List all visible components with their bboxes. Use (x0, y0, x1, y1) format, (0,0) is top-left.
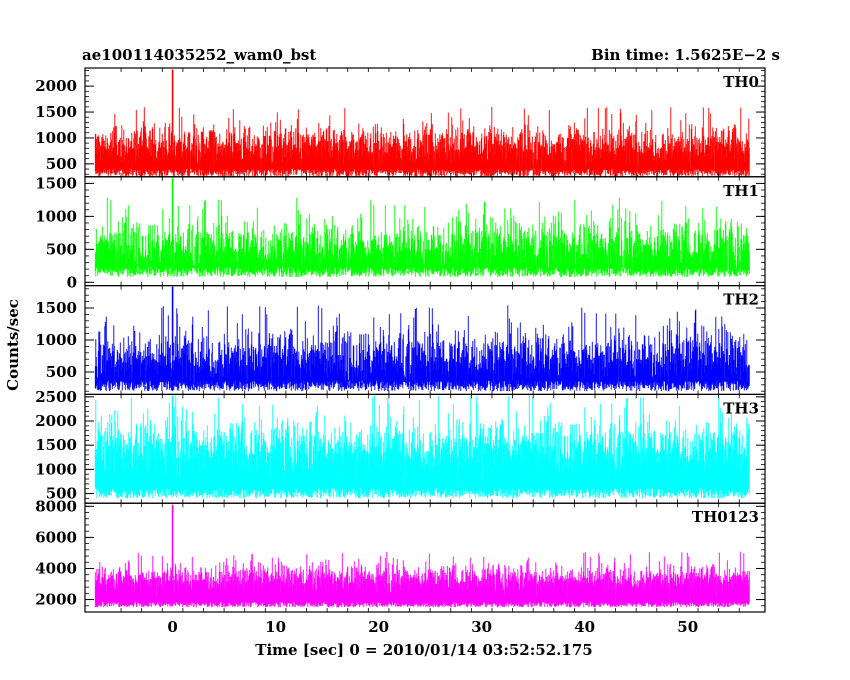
x-tick-label: 20 (368, 618, 389, 636)
x-tick-label: 10 (265, 618, 286, 636)
panel-frame (84, 502, 766, 613)
panel-label-th0: TH0 (723, 73, 759, 91)
series-th2-trace (94, 305, 750, 392)
panel-th0123: 2000 4000 6000 8000 TH0123 (35, 497, 766, 613)
x-tick-label: 30 (471, 618, 492, 636)
y-tick-label: 1500 (35, 436, 77, 454)
x-axis-label: Time [sec] 0 = 2010/01/14 03:52:52.175 (255, 641, 592, 659)
panel-label-th1: TH1 (723, 182, 759, 200)
y-tick-label: 8000 (35, 497, 77, 515)
y-tick-label: 500 (46, 485, 77, 503)
y-tick-label: 1500 (35, 174, 77, 192)
panel-label-th0123: TH0123 (692, 508, 759, 526)
y-tick-label: 0 (67, 273, 77, 291)
y-tick-label: 1000 (35, 207, 77, 225)
x-tick-label: 40 (574, 618, 595, 636)
chart-title-right: Bin time: 1.5625E−2 s (591, 46, 780, 64)
series-th1-trace (94, 197, 750, 277)
panel-th1: 0 500 1000 1500 TH1 (35, 174, 766, 291)
panel-th2: 500 1000 1500 TH2 (35, 285, 766, 396)
series-th0123-trace (94, 551, 750, 608)
y-tick-label: 1000 (35, 331, 77, 349)
y-tick-label: 1500 (35, 103, 77, 121)
series-th3-trace (94, 394, 750, 499)
panels-group: 500 1000 1500 2000 TH0 0 500 1000 1500 TH1 500 1000… (35, 67, 766, 613)
y-tick-label: 1000 (35, 460, 77, 478)
y-tick-label: 500 (46, 240, 77, 258)
panel-th3: 500 1000 1500 2000 2500 TH3 (35, 388, 766, 504)
panel-label-th2: TH2 (723, 291, 759, 309)
y-tick-label: 2500 (35, 388, 77, 406)
x-axis: 0 10 20 30 40 50 (167, 618, 698, 636)
x-tick-label: 0 (167, 618, 177, 636)
y-tick-label: 500 (46, 155, 77, 173)
y-axis-label: Counts/sec (4, 299, 22, 391)
y-tick-label: 1500 (35, 299, 77, 317)
y-tick-label: 6000 (35, 528, 77, 546)
y-tick-label: 1000 (35, 129, 77, 147)
y-tick-label: 500 (46, 363, 77, 381)
panel-label-th3: TH3 (723, 399, 759, 417)
y-tick-label: 2000 (35, 591, 77, 609)
chart-title-left: ae100114035252_wam0_bst (82, 46, 316, 64)
y-tick-label: 2000 (35, 412, 77, 430)
y-tick-label: 2000 (35, 77, 77, 95)
panel-th0: 500 1000 1500 2000 TH0 (35, 67, 766, 178)
x-tick-label: 50 (677, 618, 698, 636)
series-th0-trace (94, 107, 750, 177)
y-tick-label: 4000 (35, 559, 77, 577)
